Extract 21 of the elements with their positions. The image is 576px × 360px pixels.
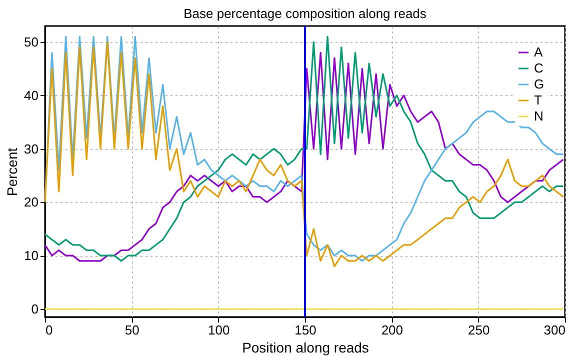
- legend-label: A: [534, 44, 543, 60]
- y-tick-label: 40: [24, 88, 38, 103]
- y-tick-label: 0: [31, 301, 38, 316]
- legend-label: C: [534, 60, 544, 76]
- x-tick-label: 0: [46, 322, 53, 338]
- x-tick-label: 100: [208, 322, 230, 338]
- x-tick-label: 50: [124, 322, 140, 338]
- chart-title: Base percentage composition along reads: [184, 6, 427, 21]
- y-tick-label: 50: [24, 34, 38, 50]
- y-tick-label: 30: [24, 141, 38, 156]
- legend-label: N: [534, 108, 544, 124]
- x-tick-label: 200: [381, 322, 404, 338]
- y-axis-title: Percent: [4, 148, 20, 196]
- x-tick-label: 250: [468, 322, 490, 338]
- x-tick-label: 300: [544, 322, 566, 338]
- legend-label: G: [534, 76, 544, 92]
- x-axis-title: Position along reads: [242, 340, 369, 356]
- y-tick-label: 10: [24, 248, 38, 264]
- legend-label: T: [534, 92, 542, 108]
- y-tick-label: 20: [24, 194, 38, 210]
- x-tick-label: 150: [294, 322, 316, 338]
